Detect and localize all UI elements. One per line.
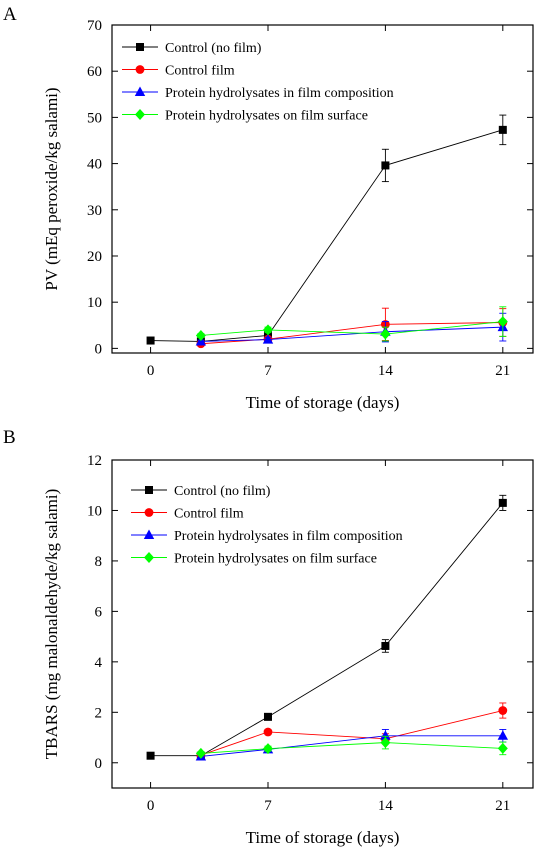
- chart-panel-a: 0 7 14 21 0 10 20 30 40 50 60 70 Time of storage (da…: [42, 18, 534, 412]
- y-tick-label: 20: [87, 249, 102, 265]
- y-tick-label: 0: [95, 341, 103, 357]
- legend-marker: [135, 65, 145, 74]
- y-tick-label: 30: [87, 203, 102, 219]
- legend-marker: [145, 486, 153, 494]
- marker-series-0-point-0: [146, 751, 155, 760]
- y-tick-label: 0: [95, 756, 103, 772]
- marker-series-3-point-0: [195, 329, 206, 341]
- legend-marker: [134, 86, 146, 96]
- legend-entry: Control film: [122, 64, 235, 79]
- x-tick-label: 21: [495, 363, 510, 379]
- x-tick-label: 14: [378, 363, 394, 379]
- marker-series-2-point-3: [497, 730, 509, 740]
- legend-marker: [135, 109, 145, 120]
- y-tick-label: 60: [87, 64, 102, 80]
- marker-series-1-point-3: [498, 706, 508, 715]
- legend-entry: Protein hydrolysates in film composition: [131, 529, 403, 544]
- y-tick-label: 40: [87, 157, 102, 173]
- marker-series-3-point-2: [380, 737, 391, 749]
- legend-label: Protein hydrolysates on film surface: [165, 109, 368, 124]
- y-tick-label: 4: [95, 655, 103, 671]
- legend-label: Protein hydrolysates in film composition: [165, 86, 394, 101]
- legend-entry: Protein hydrolysates on film surface: [131, 552, 377, 567]
- y-tick-label: 2: [95, 705, 103, 721]
- legend-label: Control (no film): [174, 484, 271, 499]
- y-tick-label: 50: [87, 110, 102, 126]
- y-axis-title: TBARS (mg malonaldehyde/kg salami): [42, 489, 61, 760]
- x-axis-title: Time of storage (days): [246, 393, 400, 412]
- legend-label: Protein hydrolysates in film composition: [174, 529, 403, 544]
- legend-marker: [144, 552, 154, 563]
- marker-series-3-point-1: [262, 324, 273, 336]
- y-tick-label: 8: [95, 554, 103, 570]
- y-axis-title: PV (mEq peroxide/kg salami): [42, 87, 61, 290]
- x-tick-label: 0: [147, 798, 155, 814]
- marker-series-3-point-3: [497, 316, 508, 328]
- marker-series-2-point-2: [380, 730, 391, 740]
- marker-series-0-point-3: [381, 161, 390, 170]
- marker-series-3-point-0: [195, 747, 206, 759]
- x-tick-label: 14: [378, 798, 394, 814]
- legend-label: Protein hydrolysates on film surface: [174, 552, 377, 567]
- x-tick-label: 7: [264, 798, 272, 814]
- legend-marker: [144, 508, 154, 517]
- legend-entry: Protein hydrolysates on film surface: [122, 109, 368, 124]
- marker-series-0-point-4: [498, 498, 507, 507]
- plot-frame: [111, 459, 534, 789]
- series-line-2: [200, 326, 503, 342]
- y-tick-label: 10: [87, 295, 102, 311]
- marker-series-0-point-3: [381, 641, 390, 650]
- series-line-2: [200, 735, 503, 757]
- legend-entry: Protein hydrolysates in film composition: [122, 86, 394, 101]
- series-line-0: [150, 129, 503, 342]
- y-tick-label: 6: [95, 604, 103, 620]
- x-tick-label: 7: [264, 363, 272, 379]
- series-line-3: [200, 742, 503, 754]
- legend-entry: Control film: [131, 507, 244, 522]
- legend-marker: [136, 43, 144, 51]
- panel-label-a: A: [3, 4, 17, 25]
- legend-entry: Control (no film): [122, 41, 262, 56]
- y-tick-label: 12: [87, 453, 102, 469]
- legend-label: Control (no film): [165, 41, 262, 56]
- legend-marker: [143, 529, 155, 539]
- marker-series-0-point-2: [263, 712, 272, 721]
- x-tick-label: 21: [495, 798, 510, 814]
- x-tick-label: 0: [147, 363, 155, 379]
- chart-panel-b: 0 7 14 21 0 2 4 6 8 10 12 Time of storage (days) TBA…: [42, 453, 534, 847]
- y-tick-label: 70: [87, 18, 102, 34]
- legend-entry: Control (no film): [131, 484, 271, 499]
- marker-series-3-point-3: [497, 742, 508, 754]
- y-tick-label: 10: [87, 503, 102, 519]
- marker-series-3-point-1: [262, 743, 273, 755]
- series-line-3: [200, 321, 503, 336]
- marker-series-0-point-4: [498, 125, 507, 134]
- series-line-1: [200, 710, 503, 756]
- legend-label: Control film: [165, 64, 235, 79]
- x-axis-title: Time of storage (days): [246, 828, 400, 847]
- marker-series-2-point-1: [262, 334, 274, 344]
- panel-label-b: B: [3, 427, 16, 448]
- plot-frame: [111, 24, 534, 354]
- marker-series-3-point-2: [380, 328, 391, 340]
- marker-series-1-point-1: [263, 727, 273, 737]
- legend-label: Control film: [174, 507, 244, 522]
- marker-series-0-point-0: [146, 336, 155, 345]
